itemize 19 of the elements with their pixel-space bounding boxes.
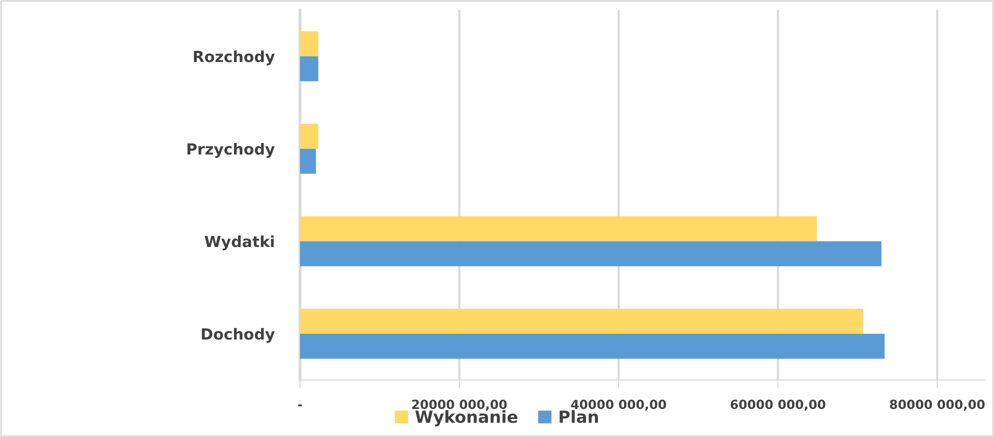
bar [300, 31, 318, 56]
bar [300, 124, 318, 149]
y-tick-label: Rozchody [194, 50, 275, 66]
legend-label: Plan [560, 410, 598, 424]
x-tick-label: 20000 000,00 [412, 400, 507, 411]
y-tick-label: Dochody [202, 328, 275, 343]
y-tick-label: Przychody [187, 142, 275, 158]
y-tick-label: Wydatki [204, 235, 274, 250]
x-tick-label: - [298, 404, 302, 406]
x-tick-label: 80000 000,00 [890, 400, 985, 411]
x-tick-label: 40000 000,00 [571, 400, 666, 411]
bar [300, 241, 882, 266]
legend-label: Wykonanie [415, 410, 518, 426]
bar [300, 308, 864, 334]
bar [300, 334, 885, 359]
bar [300, 216, 817, 242]
x-tick-label: 60000 000,00 [730, 400, 826, 411]
bar [300, 148, 316, 174]
bar [300, 56, 318, 82]
